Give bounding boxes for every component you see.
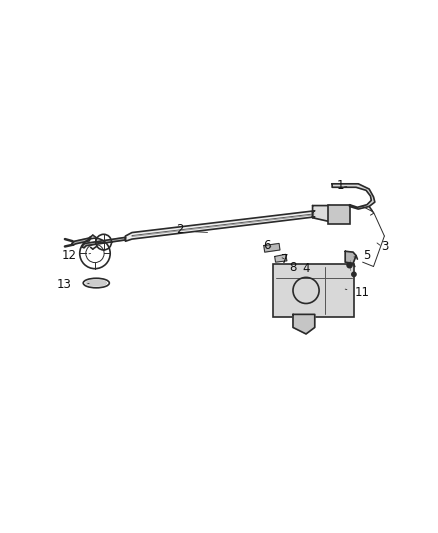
Polygon shape: [293, 314, 315, 334]
Text: 11: 11: [355, 286, 370, 299]
Text: 5: 5: [363, 249, 371, 262]
Text: 4: 4: [302, 262, 310, 275]
Polygon shape: [82, 237, 125, 248]
Polygon shape: [345, 251, 356, 263]
Polygon shape: [72, 237, 91, 245]
FancyBboxPatch shape: [273, 264, 354, 317]
Text: 3: 3: [381, 240, 388, 253]
Polygon shape: [275, 254, 287, 262]
Polygon shape: [264, 244, 280, 252]
Text: 8: 8: [290, 261, 297, 274]
Text: 6: 6: [263, 239, 271, 252]
Text: 7: 7: [280, 254, 288, 266]
Ellipse shape: [86, 280, 107, 286]
Polygon shape: [125, 211, 315, 241]
Circle shape: [347, 263, 352, 268]
Text: 13: 13: [57, 278, 72, 291]
FancyBboxPatch shape: [328, 205, 350, 224]
Text: 2: 2: [176, 223, 184, 236]
Circle shape: [352, 272, 356, 277]
Polygon shape: [332, 184, 375, 209]
Polygon shape: [313, 206, 332, 222]
Text: 1: 1: [337, 180, 345, 192]
Text: 12: 12: [61, 249, 76, 262]
